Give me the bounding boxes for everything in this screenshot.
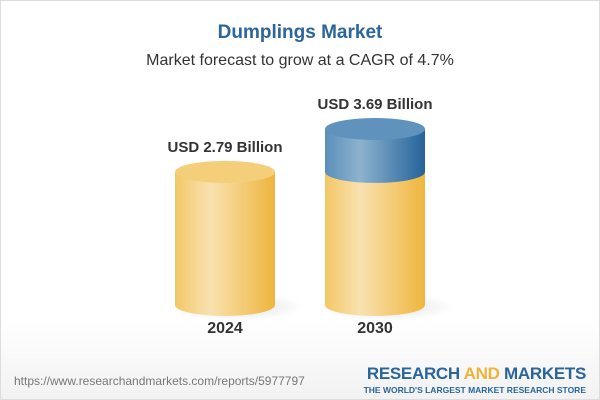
chart-subtitle: Market forecast to grow at a CAGR of 4.7…: [146, 52, 454, 69]
category-label: 2030: [357, 320, 393, 337]
cylinder-top: [175, 160, 275, 183]
data-label: USD 3.69 Billion: [317, 96, 432, 113]
cylinder-body-base: [175, 171, 275, 316]
cylinder-body-base: [325, 171, 425, 316]
cylinder-body-growth: [325, 128, 425, 183]
category-label: 2024: [207, 320, 243, 337]
source-url[interactable]: https://www.researchandmarkets.com/repor…: [14, 374, 305, 388]
research-and-markets-logo: RESEARCH AND MARKETS THE WORLD'S LARGEST…: [363, 364, 587, 395]
cylinder-top: [325, 117, 425, 140]
chart-title: Dumplings Market: [217, 22, 383, 43]
data-label: USD 2.79 Billion: [167, 139, 282, 156]
